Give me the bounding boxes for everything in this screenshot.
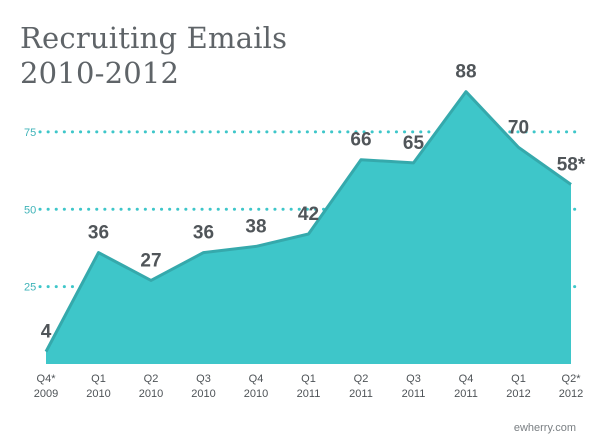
x-tick-year: 2011 [402,388,426,400]
data-label: 36 [88,223,109,244]
x-tick-year: 2011 [297,388,321,400]
y-tick-label: 25 [24,282,36,294]
data-label: 27 [140,250,161,271]
area-fill [46,91,571,365]
y-tick-label: 75 [24,127,36,139]
x-tick-quarter: Q1 [511,373,526,385]
data-label: 70 [508,117,529,138]
x-tick-year: 2010 [139,388,163,400]
x-tick-quarter: Q4 [459,373,474,385]
data-label: 36 [193,223,214,244]
x-tick-year: 2012 [559,388,583,400]
x-tick-year: 2010 [86,388,110,400]
x-tick-year: 2011 [454,388,478,400]
value-labels: 4 36 27 36 38 42 66 65 88 70 58* [41,62,586,343]
x-tick-quarter: Q3 [196,373,211,385]
y-tick-label: 50 [24,204,36,216]
x-tick-quarter: Q3 [406,373,421,385]
data-label: 66 [350,130,371,151]
x-tick-quarter: Q4 [249,373,264,385]
x-tick-year: 2011 [349,388,373,400]
x-tick-quarter: Q1 [91,373,106,385]
data-label: 58* [557,155,586,176]
x-tick-year: 2009 [34,388,58,400]
chart-title-line-2: 2010-2012 [20,56,180,90]
chart-title-line-1: Recruiting Emails [20,21,288,55]
data-label: 88 [455,62,476,83]
x-tick-quarter: Q4* [37,373,57,385]
area-series [44,90,572,365]
x-axis: Q4* 2009 Q1 2010 Q2 2010 Q3 2010 Q4 2010 Q1 2011 Q2 2… [34,373,583,400]
series-line [44,90,572,353]
credit-text: ewherry.com [513,422,576,434]
x-tick-quarter: Q1 [301,373,316,385]
data-label: 42 [298,204,319,225]
x-tick-year: 2012 [506,388,530,400]
x-tick-quarter: Q2 [354,373,369,385]
x-tick-quarter: Q2* [562,373,582,385]
data-label: 65 [403,133,425,154]
x-tick-year: 2010 [191,388,215,400]
x-tick-year: 2010 [244,388,268,400]
data-label: 38 [245,216,266,237]
x-tick-quarter: Q2 [144,373,159,385]
data-label: 4 [41,322,52,343]
